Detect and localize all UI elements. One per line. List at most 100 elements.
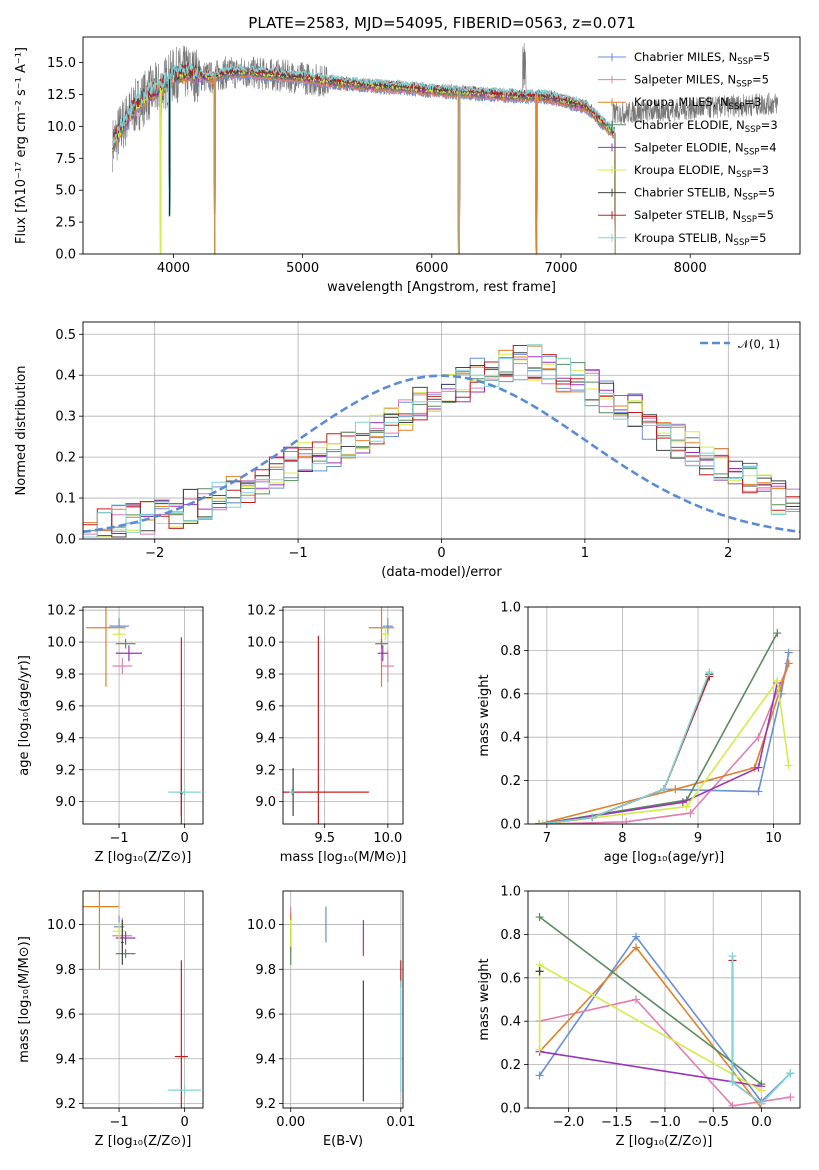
massweight_vs_age-xtick-label: 10: [765, 831, 782, 846]
spectrum-xtick-label: 6000: [415, 261, 448, 276]
mass_vs_z-ytick-label: 9.6: [55, 1008, 76, 1023]
massweight_vs_z-point-chabrier_elodie: [535, 913, 544, 922]
legend-label-chabrier_elodie: Chabrier ELODIE, NSSP=3: [634, 118, 778, 135]
massweight_vs_z-point-kroupa_stelib: [728, 952, 737, 961]
age_vs_z-ytick-label: 10.0: [47, 636, 76, 651]
massweight_vs_z-xtick-label: −1.5: [601, 1115, 633, 1130]
legend-label-normal: 𝒩(0, 1): [738, 337, 780, 351]
massweight_vs_z-ytick-label: 0.0: [500, 1102, 521, 1117]
massweight_vs_age-xtick-label: 8: [618, 831, 626, 846]
massweight_vs_age-point-chabrier_miles: [754, 787, 763, 796]
age_vs_mass-frame: [282, 606, 404, 825]
age_vs_z-ytick-label: 9.0: [55, 795, 76, 810]
residuals-xtick-label: −2: [145, 546, 164, 561]
residuals-marks: [83, 344, 800, 538]
massweight_vs_age-ytick-label: 1.0: [500, 601, 521, 616]
massweight_vs_z-xlabel: Z [log₁₀(Z/Z⊙)]: [616, 1134, 713, 1149]
massweight_vs_age-line-salpeter_miles: [546, 663, 790, 824]
age_vs_mass-ytick-label: 9.6: [255, 699, 276, 714]
massweight_vs_age-line-kroupa_miles: [539, 663, 790, 824]
spectrum-xtick-label: 8000: [674, 261, 707, 276]
residuals-xtick-label: −1: [289, 546, 308, 561]
age_vs_z-xtick-label: −1: [109, 831, 128, 846]
spectrum-ytick-label: 15.0: [47, 56, 76, 71]
mass_vs_ebv-frame: [282, 890, 404, 1109]
massweight_vs_z-point-kroupa_stelib: [728, 1077, 737, 1086]
normal-distribution-curve: [83, 374, 800, 534]
residuals-frame: [82, 321, 801, 540]
massweight_vs_z-xtick-label: −2.0: [553, 1115, 585, 1130]
mass_vs_z-ytick-label: 9.4: [55, 1052, 76, 1067]
residuals-xlabel: (data-model)/error: [381, 565, 502, 580]
spectrum-ytick-label: 10.0: [47, 120, 76, 135]
age_vs_z-ytick-label: 10.2: [47, 604, 76, 619]
massweight_vs_z-xtick-label: −1.0: [649, 1115, 681, 1130]
massweight_vs_age-xlabel: age [log₁₀(age/yr)]: [604, 850, 725, 865]
massweight_vs_z-point-kroupa_miles: [632, 943, 641, 952]
massweight_vs_age-point-salpeter_elodie: [678, 798, 687, 807]
spectrum-ylabel: Flux [fλ10⁻¹⁷ erg cm⁻² s⁻¹ A⁻¹]: [14, 47, 29, 244]
residuals-ytick-label: 0.1: [55, 492, 76, 507]
residuals-ytick-label: 0.2: [55, 451, 76, 466]
age_vs_mass-ytick-label: 10.2: [247, 604, 276, 619]
massweight_vs_age-point-salpeter_miles: [622, 817, 631, 824]
massweight_vs_z-marks: [535, 913, 795, 1108]
age_vs_mass-ytick-label: 9.0: [255, 795, 276, 810]
massweight_vs_z-ytick-label: 0.6: [500, 971, 521, 986]
massweight_vs_z-xtick-label: −0.5: [697, 1115, 729, 1130]
massweight_vs_z-point-salpeter_miles: [786, 1093, 795, 1102]
massweight_vs_z-line-chabrier_elodie: [539, 916, 762, 1085]
massweight_vs_age-marks: [535, 629, 793, 824]
mass_vs_z-marks: [83, 891, 202, 1108]
massweight_vs_age-point-salpeter_elodie: [754, 763, 763, 772]
massweight_vs_age-ytick-label: 0.0: [500, 818, 521, 833]
spectrum-frame: [82, 36, 801, 255]
massweight_vs_age-point-kroupa_miles: [784, 659, 793, 668]
age_vs_z-ytick-label: 9.8: [55, 668, 76, 683]
residuals-ytick-label: 0.4: [55, 369, 76, 384]
residual-histogram-kroupa_stelib: [83, 344, 800, 538]
massweight_vs_age-point-chabrier_miles: [784, 648, 793, 657]
age_vs_z-frame: [82, 606, 204, 825]
massweight_vs_z-ytick-label: 0.2: [500, 1058, 521, 1073]
legend-label-kroupa_elodie: Kroupa ELODIE, NSSP=3: [634, 163, 769, 180]
massweight_vs_age-plot: 7 8 9 10 0.0 0.2 0.4 0.6 0.8 1.0 age [log₁₀(age/yr…: [477, 601, 801, 865]
massweight_vs_age-point-kroupa_elodie: [784, 761, 793, 770]
massweight_vs_age-line-chabrier_miles: [539, 652, 790, 824]
massweight_vs_age-point-salpeter_miles: [686, 809, 695, 818]
model-spectrum-chabrier_stelib: [112, 64, 616, 254]
age_vs_z-ytick-label: 9.2: [55, 763, 76, 778]
residuals-plot: −2 −1 0 1 2 0.0 0.1 0.2 0.3 0.4 0.5 (data-model)/er…: [14, 321, 801, 580]
mass_vs_z-frame: [82, 890, 204, 1109]
spectrum-ytick-label: 0.0: [55, 248, 76, 263]
mass_vs_ebv-ytick-label: 9.4: [255, 1052, 276, 1067]
spectrum-xtick-label: 4000: [157, 261, 190, 276]
mass_vs_ebv-marks: [290, 906, 402, 1102]
massweight_vs_age-point-kroupa_stelib: [535, 820, 544, 824]
spectrum-xtick-label: 5000: [286, 261, 319, 276]
massweight_vs_age-point-kroupa_elodie: [682, 802, 691, 811]
age_vs_mass-plot: 9.5 10.0 9.0 9.2 9.4 9.6 9.8 10.0 10.2 mass [log₁…: [247, 604, 407, 865]
massweight_vs_z-point-chabrier_miles: [632, 932, 641, 941]
massweight_vs_age-point-kroupa_stelib: [705, 668, 714, 677]
mass_vs_z-xtick-label: 0: [180, 1115, 188, 1130]
spectrum-ytick-label: 7.5: [55, 152, 76, 167]
massweight_vs_age-point-kroupa_stelib: [588, 813, 597, 822]
age_vs_z-ytick-label: 9.4: [55, 731, 76, 746]
spectrum-marks: [112, 42, 779, 254]
age_vs_mass-xlabel: mass [log₁₀(M/M⊙)]: [280, 850, 407, 865]
legend-label-chabrier_stelib: Chabrier STELIB, NSSP=5: [634, 186, 775, 203]
age_vs_z-marks: [86, 607, 202, 824]
massweight_vs_age-ytick-label: 0.6: [500, 687, 521, 702]
spectrum-legend: Chabrier MILES, NSSP=5 Salpeter MILES, NS…: [598, 50, 778, 248]
massweight_vs_age-point-chabrier_elodie: [773, 629, 782, 638]
spectrum-ytick-label: 12.5: [47, 88, 76, 103]
age_vs_mass-marks: [283, 607, 395, 824]
massweight_vs_age-point-kroupa_elodie: [539, 820, 548, 824]
age_vs_z-xtick-label: 0: [180, 831, 188, 846]
legend-label-salpeter_miles: Salpeter MILES, NSSP=5: [634, 73, 769, 90]
legend-label-salpeter_stelib: Salpeter STELIB, NSSP=5: [634, 208, 774, 225]
residuals-xtick-label: 2: [724, 546, 732, 561]
mass_vs_z-ytick-label: 9.8: [55, 963, 76, 978]
age_vs_mass-ytick-label: 9.4: [255, 731, 276, 746]
